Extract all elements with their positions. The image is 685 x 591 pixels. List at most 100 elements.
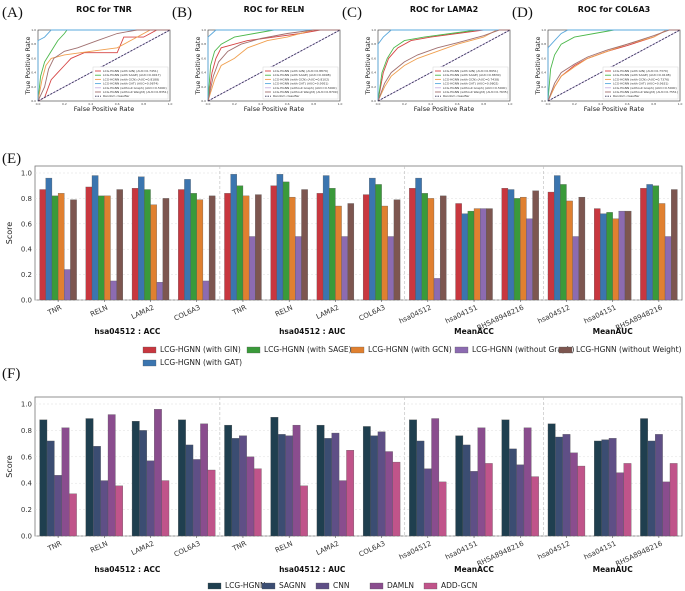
bar-lcg-hgnn-without-graph: [202, 280, 210, 301]
bar-lcg-hgnn-with-gcn: [196, 199, 204, 301]
legend-label: LCG-HGNN (with GCN) (AUC=0.7376): [613, 77, 669, 81]
y-tick-label: 0.2: [371, 85, 376, 89]
roc-curve-5: [547, 29, 680, 102]
bar-lcg-hgnn-with-gat: [507, 189, 515, 301]
legend-label: SAGNN: [279, 581, 306, 590]
panel-label: (C): [342, 5, 362, 21]
legend-swatch: [142, 346, 157, 354]
bar-damln: [523, 427, 532, 537]
bar-lcg-hgnn-with-gat: [91, 175, 99, 301]
roc-panel-1: (A) ROC for TNR 0.00.0 0.2 0.2 0.4 0.4 0.6 0.6 0.…: [2, 5, 172, 113]
bar-lcg-hgnn-with-gat: [553, 175, 561, 301]
bar-lcg-hgnn-with-gat: [184, 179, 191, 301]
legend-label: LCG-HGNN (with GIN) (AUC=0.7370): [613, 69, 668, 73]
bar-lcg-hgnn-with-sage: [467, 210, 475, 301]
y-tick-label: 0.4: [21, 480, 33, 488]
bar-cnn: [285, 435, 294, 537]
bar-lcg-hgnn-with-sage: [282, 181, 290, 301]
x-tick-label: TNR: [230, 304, 247, 318]
x-axis-label: False Positive Rate: [414, 105, 474, 113]
bar-sagnn: [601, 439, 610, 537]
x-tick-label: 0.6: [115, 102, 120, 106]
x-tick-label: RHSA8948216: [476, 539, 526, 568]
bar-lcg-hgnn-without-weight: [486, 208, 493, 301]
bar-lcg-hgnn-without-weight: [624, 210, 632, 301]
x-tick-label: 0.6: [285, 102, 290, 106]
x-tick-label: 1.0: [508, 102, 513, 106]
legend-label: DAMLN: [387, 581, 414, 590]
legend-label: Random classifier: [443, 94, 470, 98]
x-tick-label: COL6A3: [358, 304, 387, 323]
legend-label: LCG-HGNN (with GCN): [368, 345, 452, 354]
legend-label: LCG-HGNN (without Weight) (AUC=0.8709): [273, 90, 338, 94]
roc-legend: [432, 66, 509, 100]
panel-label: (B): [172, 5, 192, 21]
x-tick-label: 0.4: [428, 102, 433, 106]
bar-lcg-hgnn-with-gcn: [381, 205, 388, 301]
bar-sagnn: [324, 438, 332, 537]
bar-lcg-hgnn-with-sage: [329, 188, 336, 301]
bar-add-gcn: [392, 461, 401, 537]
bar-cnn: [146, 460, 155, 537]
roc-panel-3: (C) ROC for LAMA2 0.00.0 0.2 0.2 0.4 0.4 0.6 0.6…: [342, 5, 512, 113]
bar-cnn: [100, 480, 109, 537]
bar-lcg-hgnn-with-gat: [646, 184, 653, 301]
x-tick-label: 0.8: [651, 102, 656, 106]
bar-lcg-hgnn-with-gat: [415, 177, 422, 301]
x-tick-label: TNR: [46, 540, 63, 554]
legend-label: LCG-HGNN (with GCN) (AUC=0.8188): [103, 77, 159, 81]
roc-curve-5: [37, 29, 170, 102]
bar-lcg-hgnn-with-gcn: [150, 204, 157, 301]
legend-swatch: [350, 346, 365, 354]
y-tick-label: 0.8: [21, 427, 32, 435]
x-axis-label: False Positive Rate: [244, 105, 304, 113]
bar-lcg-hgnn-with-gcn: [427, 198, 435, 301]
legend-label: LCG-HGNN (without Graph) (AUC=0.5000): [613, 86, 677, 90]
bar-lcg-hgnn: [594, 440, 602, 537]
bar-damln: [570, 452, 578, 537]
y-axis-label: True Positive Rate: [534, 37, 542, 96]
bar-lcg-hgnn-with-gat: [276, 174, 284, 301]
bar-lcg-hgnn-without-weight: [162, 198, 170, 301]
bar-damln: [154, 409, 162, 537]
x-tick-label: hsa04151: [583, 304, 618, 326]
y-tick-label: 0.8: [31, 42, 36, 46]
legend-label: LCG-HGNN (with GIN): [160, 345, 241, 354]
x-tick-label: 0.4: [88, 102, 93, 106]
bar-lcg-hgnn-with-gat: [600, 213, 607, 301]
bar-damln: [61, 427, 70, 537]
x-tick-label: hsa04512: [537, 540, 572, 562]
chart-title: ROC for COL6A3: [578, 5, 650, 14]
legend-label: ADD-GCN: [441, 581, 477, 590]
y-tick-label: 1.0: [371, 28, 376, 32]
roc-curve-3: [207, 29, 340, 101]
bar-sagnn: [231, 438, 240, 537]
y-tick-label: 0.2: [201, 85, 206, 89]
bar-lcg-hgnn-without-graph: [64, 269, 71, 301]
x-tick-label: COL6A3: [358, 540, 387, 559]
bar-add-gcn: [623, 463, 632, 537]
roc-curve-3: [377, 29, 510, 101]
legend-swatch: [423, 582, 438, 590]
bar-cnn: [331, 432, 340, 537]
chart-title: ROC for LAMA2: [410, 5, 478, 14]
bar-lcg-hgnn: [224, 424, 233, 537]
bar-lcg-hgnn-with-sage: [51, 195, 59, 301]
bar-lcg-hgnn: [501, 419, 510, 537]
roc-curve-1: [37, 29, 170, 102]
roc-curve-0: [377, 29, 510, 102]
legend-swatch: [369, 582, 384, 590]
x-tick-label: 0.8: [141, 102, 146, 106]
bar-add-gcn: [531, 476, 539, 537]
bar-lcg-hgnn-without-graph: [433, 278, 441, 301]
bar-lcg-hgnn-without-graph: [618, 210, 626, 301]
legend-label: LCG-HGNN: [225, 581, 266, 590]
bar-cnn: [192, 459, 201, 537]
y-tick-label: 0.2: [21, 271, 32, 279]
x-axis-label: False Positive Rate: [584, 105, 644, 113]
y-tick-label: 1.0: [541, 28, 546, 32]
y-tick-label: 0.6: [201, 56, 206, 60]
y-axis-label: True Positive Rate: [364, 37, 372, 96]
bar-lcg-hgnn-without-weight: [393, 199, 401, 301]
bar-lcg-hgnn-without-weight: [255, 194, 262, 301]
